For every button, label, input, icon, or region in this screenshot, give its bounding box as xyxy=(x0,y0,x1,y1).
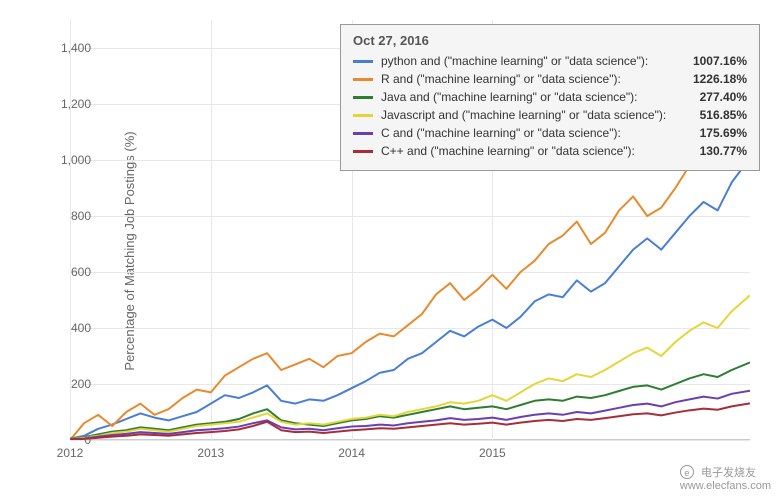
legend-label: C++ and ("machine learning" or "data sci… xyxy=(381,144,696,158)
y-tick-label: 1,400 xyxy=(41,41,91,55)
gridline xyxy=(70,440,750,441)
watermark-url: www.elecfans.com xyxy=(680,480,771,492)
legend-item: python and ("machine learning" or "data … xyxy=(353,54,747,68)
watermark: e 电子发烧友 www.elecfans.com xyxy=(680,464,771,492)
y-tick-label: 200 xyxy=(41,377,91,391)
y-tick-label: 1,200 xyxy=(41,97,91,111)
legend-value: 516.85% xyxy=(700,108,747,122)
legend-swatch xyxy=(353,132,373,135)
legend-label: Java and ("machine learning" or "data sc… xyxy=(381,90,696,104)
watermark-icon: e xyxy=(680,465,694,479)
series-line-Javascript xyxy=(70,295,750,439)
x-tick-label: 2013 xyxy=(191,446,231,460)
legend-value: 1007.16% xyxy=(693,54,747,68)
legend-value: 175.69% xyxy=(700,126,747,140)
legend-swatch xyxy=(353,60,373,63)
x-tick-label: 2012 xyxy=(50,446,90,460)
x-tick-label: 2015 xyxy=(472,446,512,460)
legend-title: Oct 27, 2016 xyxy=(353,33,747,48)
series-line-python xyxy=(70,158,750,439)
legend-label: Javascript and ("machine learning" or "d… xyxy=(381,108,696,122)
legend-swatch xyxy=(353,114,373,117)
legend-value: 1226.18% xyxy=(693,72,747,86)
legend-item: R and ("machine learning" or "data scien… xyxy=(353,72,747,86)
legend-swatch xyxy=(353,150,373,153)
legend-item: Java and ("machine learning" or "data sc… xyxy=(353,90,747,104)
legend-label: C and ("machine learning" or "data scien… xyxy=(381,126,696,140)
y-tick-label: 0 xyxy=(41,433,91,447)
legend-item: C++ and ("machine learning" or "data sci… xyxy=(353,144,747,158)
y-tick-label: 400 xyxy=(41,321,91,335)
y-tick-label: 800 xyxy=(41,209,91,223)
legend-swatch xyxy=(353,78,373,81)
y-tick-label: 1,000 xyxy=(41,153,91,167)
y-tick-label: 600 xyxy=(41,265,91,279)
x-tick-label: 2014 xyxy=(332,446,372,460)
legend-label: python and ("machine learning" or "data … xyxy=(381,54,689,68)
legend-label: R and ("machine learning" or "data scien… xyxy=(381,72,689,86)
legend-box: Oct 27, 2016 python and ("machine learni… xyxy=(340,24,760,171)
legend-item: Javascript and ("machine learning" or "d… xyxy=(353,108,747,122)
legend-value: 130.77% xyxy=(700,144,747,158)
legend-value: 277.40% xyxy=(700,90,747,104)
watermark-text: 电子发烧友 xyxy=(701,467,756,479)
legend-swatch xyxy=(353,96,373,99)
legend-item: C and ("machine learning" or "data scien… xyxy=(353,126,747,140)
